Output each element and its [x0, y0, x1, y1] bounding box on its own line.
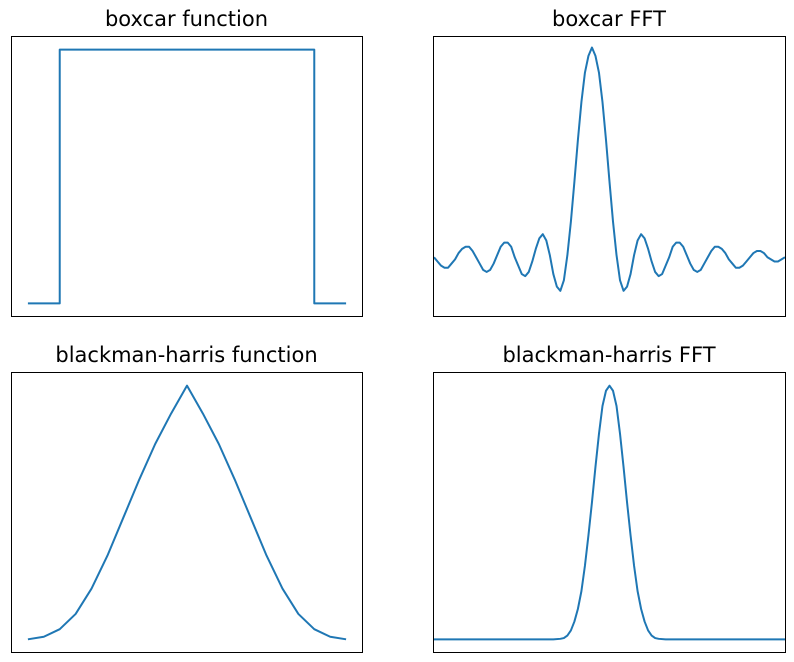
series-line-0 — [434, 46, 785, 292]
plot-area — [433, 36, 786, 317]
chart-svg — [434, 384, 785, 641]
series-line-0 — [434, 384, 785, 641]
chart-title: boxcar FFT — [552, 7, 666, 31]
plot-area — [11, 36, 363, 317]
chart-title: boxcar function — [104, 7, 269, 31]
plot-area — [11, 372, 363, 653]
chart-svg — [27, 384, 347, 641]
chart-title: blackman-harris FFT — [502, 343, 716, 367]
chart-svg — [434, 46, 785, 292]
chart-title: blackman-harris function — [55, 343, 318, 367]
series-line-0 — [27, 384, 347, 641]
chart-svg — [27, 48, 347, 305]
series-line-0 — [27, 48, 347, 305]
plot-area — [433, 372, 786, 653]
